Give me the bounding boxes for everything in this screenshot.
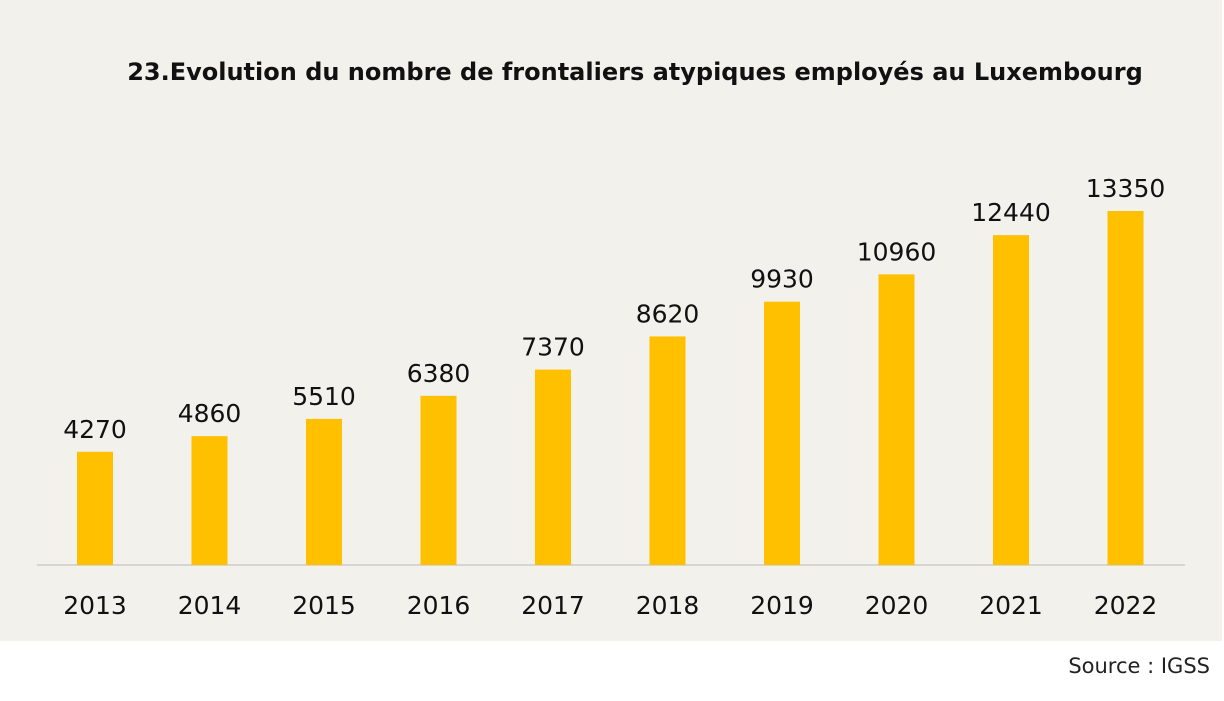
x-tick-label-2018: 2018 <box>636 591 700 620</box>
bar-2013 <box>77 451 113 565</box>
bar-2015 <box>306 418 342 565</box>
bar-2020 <box>878 274 915 565</box>
x-tick-label-2013: 2013 <box>63 591 127 620</box>
data-label-2018: 8620 <box>636 299 700 328</box>
x-tick-label-2015: 2015 <box>292 591 356 620</box>
x-tick-label-2022: 2022 <box>1094 591 1158 620</box>
bar-2022 <box>1107 211 1144 565</box>
chart-title: 23.Evolution du nombre de frontaliers at… <box>127 58 1143 86</box>
bar-2016 <box>420 395 457 565</box>
x-tick-label-2021: 2021 <box>979 591 1043 620</box>
bar-2019 <box>764 301 800 565</box>
bar-chart: 4270 2013 4860 2014 5510 2015 6380 2016 7370 2017… <box>37 174 1185 620</box>
data-label-2014: 4860 <box>178 399 242 428</box>
data-label-2016: 6380 <box>407 359 471 388</box>
data-label-2019: 9930 <box>750 265 814 294</box>
source-note: Source : IGSS <box>1068 654 1210 678</box>
bar-2021 <box>993 235 1029 565</box>
data-label-2020: 10960 <box>857 237 937 266</box>
x-tick-label-2014: 2014 <box>178 591 242 620</box>
x-tick-label-2020: 2020 <box>865 591 929 620</box>
bar-2018 <box>649 336 686 565</box>
bar-2017 <box>535 369 571 565</box>
x-tick-label-2016: 2016 <box>407 591 471 620</box>
data-label-2022: 13350 <box>1086 174 1166 203</box>
data-label-2013: 4270 <box>63 415 127 444</box>
x-tick-label-2017: 2017 <box>521 591 585 620</box>
data-label-2017: 7370 <box>521 333 585 362</box>
data-label-2015: 5510 <box>292 382 356 411</box>
data-label-2021: 12440 <box>971 198 1051 227</box>
x-tick-label-2019: 2019 <box>750 591 814 620</box>
bar-2014 <box>191 436 228 565</box>
